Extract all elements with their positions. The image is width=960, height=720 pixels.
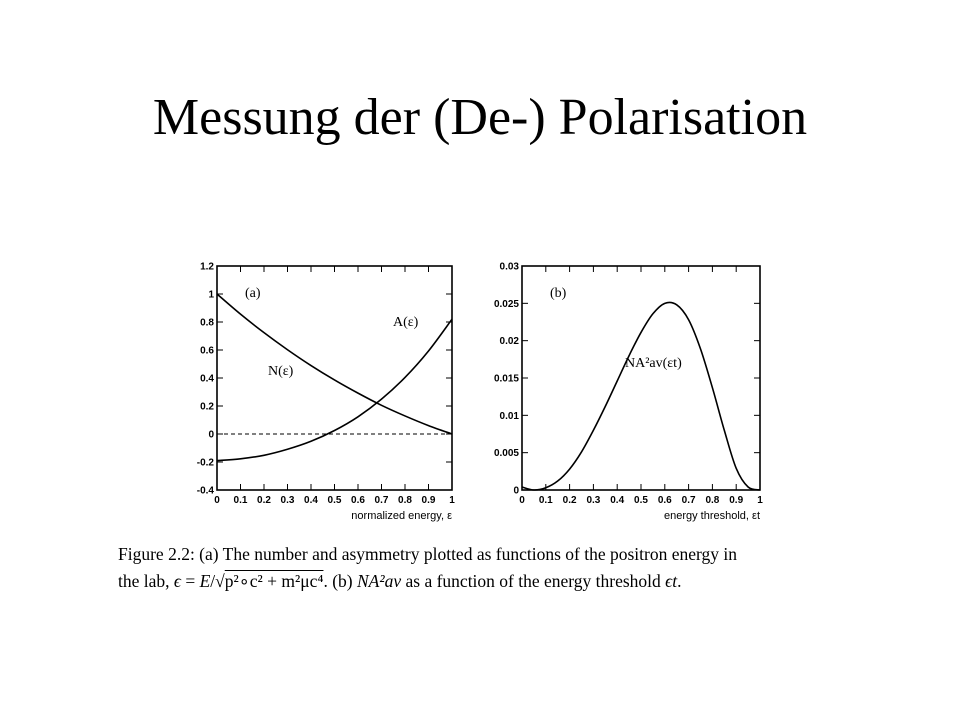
x-tick-label: 0.6 (351, 495, 365, 506)
series-line (216, 318, 453, 462)
x-tick-label: 0.1 (234, 495, 248, 506)
y-tick-label: 0.005 (494, 448, 519, 459)
caption-text: the lab, (118, 571, 174, 591)
x-tick-label: 0.2 (563, 495, 577, 506)
chart-a: 0 0.1 0.2 0.3 0.4 0.5 0.6 0.7 0.8 0.9 1 1.2 1 0.8 0.6 0… (197, 262, 455, 523)
x-tick-label: 1 (449, 495, 455, 506)
x-tick-label: 0.3 (586, 495, 600, 506)
y-tick-label: -0.4 (197, 486, 215, 497)
series-line (216, 293, 453, 435)
x-tick-label: 0.5 (328, 495, 342, 506)
y-tick-label: 0.4 (200, 374, 214, 385)
x-tick-label: 0.1 (539, 495, 553, 506)
y-tick-label: 0 (513, 486, 519, 497)
series-label: NA²av(εt) (625, 356, 682, 371)
x-tick-label: 0.7 (682, 495, 696, 506)
x-tick-label: 0.9 (729, 495, 743, 506)
x-tick-label: 0.4 (610, 495, 624, 506)
x-tick-label: 0.3 (281, 495, 295, 506)
series-line (521, 301, 761, 491)
caption-text: . (677, 571, 682, 591)
figure-caption: Figure 2.2: (a) The number and asymmetry… (118, 541, 848, 595)
chart-b: 0 0.1 0.2 0.3 0.4 0.5 0.6 0.7 0.8 0.9 1 0.03 0.025 0.… (494, 262, 763, 523)
caption-text: as a function of the energy threshold (401, 571, 666, 591)
y-tick-label: 1.2 (200, 262, 214, 273)
caption-formula: ϵt (665, 571, 678, 591)
x-tick-label: 0.8 (398, 495, 412, 506)
caption-formula: E (199, 571, 211, 591)
caption-formula: NA²av (356, 571, 402, 591)
y-tick-label: -0.2 (197, 458, 215, 469)
y-tick-label: 0.02 (500, 336, 520, 347)
x-tick-label: 0.4 (304, 495, 318, 506)
caption-formula: ϵ (173, 571, 181, 591)
caption-line-2: the lab, ϵ = E/√p²∘c² + m²μc⁴. (b) NA²av… (118, 568, 848, 595)
panel-label: (b) (550, 286, 567, 301)
x-tick-label: 1 (757, 495, 763, 506)
x-tick-label: 0 (214, 495, 220, 506)
caption-formula: /√ (210, 571, 225, 591)
y-tick-label: 0.01 (500, 411, 520, 422)
x-axis-label: energy threshold, εt (664, 510, 760, 522)
y-tick-label: 0 (208, 430, 214, 441)
y-tick-label: 0.8 (200, 318, 214, 329)
panel-label: (a) (245, 286, 261, 301)
slide-title: Messung der (De-) Polarisation (152, 89, 808, 146)
x-tick-label: 0.2 (257, 495, 271, 506)
series-label: A(ε) (393, 315, 419, 330)
x-tick-label: 0.5 (634, 495, 648, 506)
caption-formula: = (180, 571, 200, 591)
caption-line-1: Figure 2.2: (a) The number and asymmetry… (118, 544, 738, 564)
y-tick-label: 0.015 (494, 374, 519, 385)
x-tick-label: 0.7 (375, 495, 389, 506)
series-label: N(ε) (268, 364, 294, 379)
y-tick-label: 0.03 (500, 262, 520, 273)
y-tick-label: 0.6 (200, 346, 214, 357)
x-tick-label: 0 (519, 495, 525, 506)
x-axis-label: normalized energy, ε (351, 510, 452, 522)
y-tick-label: 1 (208, 290, 214, 301)
x-tick-label: 0.8 (705, 495, 719, 506)
y-tick-label: 0.025 (494, 299, 519, 310)
x-tick-label: 0.9 (422, 495, 436, 506)
y-tick-label: 0.2 (200, 402, 214, 413)
x-tick-label: 0.6 (658, 495, 672, 506)
caption-formula: p²∘c² + m²μc⁴ (224, 571, 324, 591)
caption-text: . (b) (323, 571, 357, 591)
